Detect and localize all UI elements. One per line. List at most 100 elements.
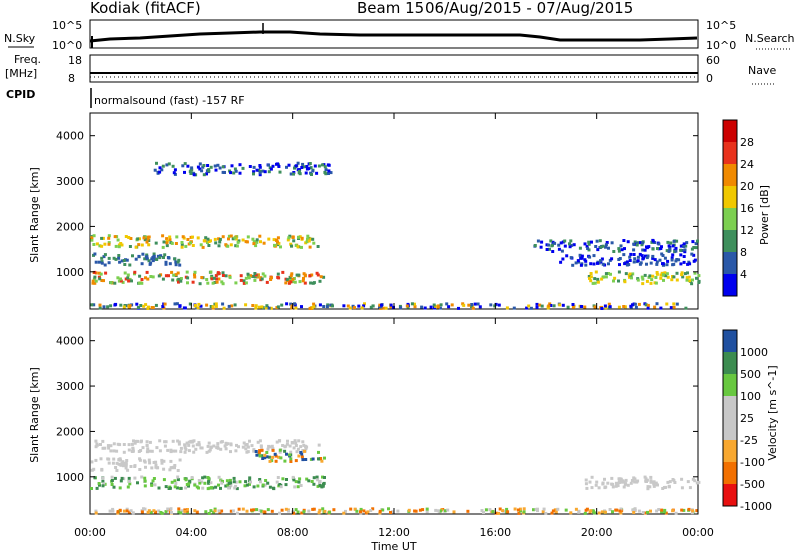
scatter-point [536, 239, 540, 243]
scatter-point [179, 279, 183, 283]
scatter-point [289, 302, 293, 306]
scatter-point [209, 305, 213, 308]
scatter-point [254, 244, 258, 248]
scatter-point [307, 509, 311, 513]
scatter-point [115, 461, 119, 465]
scatter-point [95, 242, 99, 246]
scatter-point [195, 485, 199, 489]
scatter-point [691, 509, 695, 513]
scatter-point [147, 239, 151, 242]
scatter-point [276, 476, 280, 479]
scatter-point [359, 507, 363, 511]
scatter-point [694, 242, 698, 246]
scatter-point [97, 271, 101, 275]
scatter-point [635, 241, 639, 245]
scatter-point [107, 446, 111, 450]
scatter-point [665, 302, 669, 306]
scatter-point [179, 450, 183, 454]
scatter-point [659, 273, 663, 277]
nsky-panel: N.Sky 10^5 10^0 10^5 10^0 N.Search [4, 19, 795, 52]
scatter-point [236, 240, 240, 244]
scatter-point [457, 306, 460, 310]
scatter-point [181, 235, 185, 239]
scatter-point [278, 511, 281, 515]
scatter-point [207, 244, 211, 247]
scatter-point [633, 507, 637, 511]
scatter-point [283, 445, 287, 449]
scatter-point [506, 510, 510, 514]
scatter-point [130, 442, 134, 446]
scatter-point [290, 244, 293, 248]
scatter-point [154, 465, 158, 469]
scatter-point [153, 168, 157, 172]
scatter-point [638, 241, 642, 245]
scatter-point [592, 262, 596, 266]
scatter-point [214, 168, 218, 172]
scatter-point [217, 244, 221, 248]
scatter-point [112, 449, 116, 453]
scatter-point [140, 281, 144, 285]
scatter-point [685, 241, 689, 245]
scatter-point [269, 167, 273, 171]
scatter-point [645, 256, 649, 260]
scatter-point [693, 258, 697, 262]
scatter-point [249, 480, 252, 484]
scatter-point [136, 439, 139, 443]
scatter-point [180, 509, 184, 513]
scatter-point [291, 277, 295, 281]
scatter-point [94, 509, 98, 513]
scatter-point [304, 447, 308, 451]
scatter-point [467, 303, 471, 307]
scatter-point [133, 476, 137, 480]
scatter-point [100, 468, 104, 472]
colorbar-tick-label: -1000 [740, 500, 772, 513]
scatter-point [168, 486, 172, 490]
scatter-point [212, 444, 216, 448]
scatter-point [620, 480, 624, 484]
y-tick-label: 1000 [56, 471, 84, 484]
colorbar-swatch [723, 352, 737, 374]
scatter-point [213, 509, 217, 513]
scatter-point [323, 170, 327, 174]
scatter-point [646, 485, 650, 489]
scatter-point [589, 262, 593, 266]
freq-unit: [MHz] [5, 67, 37, 80]
scatter-point [600, 277, 604, 281]
scatter-point [599, 245, 603, 249]
scatter-point [589, 509, 593, 513]
nsearch-label: N.Search [745, 32, 795, 45]
freq-label: Freq. [14, 53, 41, 66]
scatter-point [288, 234, 292, 238]
scatter-point [641, 241, 645, 245]
scatter-point [234, 244, 238, 248]
scatter-point [94, 439, 98, 443]
scatter-point [252, 240, 256, 244]
scatter-point [283, 459, 287, 463]
scatter-point [611, 485, 615, 489]
scatter-point [251, 275, 255, 278]
scatter-point [305, 477, 309, 481]
scatter-point [255, 508, 259, 512]
scatter-point [664, 274, 668, 278]
scatter-point [317, 457, 320, 461]
scatter-point [147, 259, 151, 263]
scatter-point [145, 444, 149, 447]
scatter-point [533, 244, 537, 247]
scatter-point [170, 241, 174, 245]
scatter-point [244, 303, 248, 307]
scatter-point [312, 305, 316, 309]
scatter-point [142, 507, 145, 511]
scatter-point [177, 440, 181, 444]
scatter-point [254, 304, 258, 308]
scatter-point [207, 480, 210, 484]
scatter-point [104, 271, 108, 275]
scatter-point [127, 443, 131, 447]
power-ylabel: Slant Range [km] [28, 167, 41, 263]
scatter-point [617, 481, 621, 484]
scatter-point [265, 455, 269, 459]
scatter-point [585, 244, 589, 248]
scatter-point [238, 171, 242, 175]
scatter-point [129, 509, 133, 513]
scatter-point [229, 484, 233, 488]
scatter-point [681, 275, 685, 279]
